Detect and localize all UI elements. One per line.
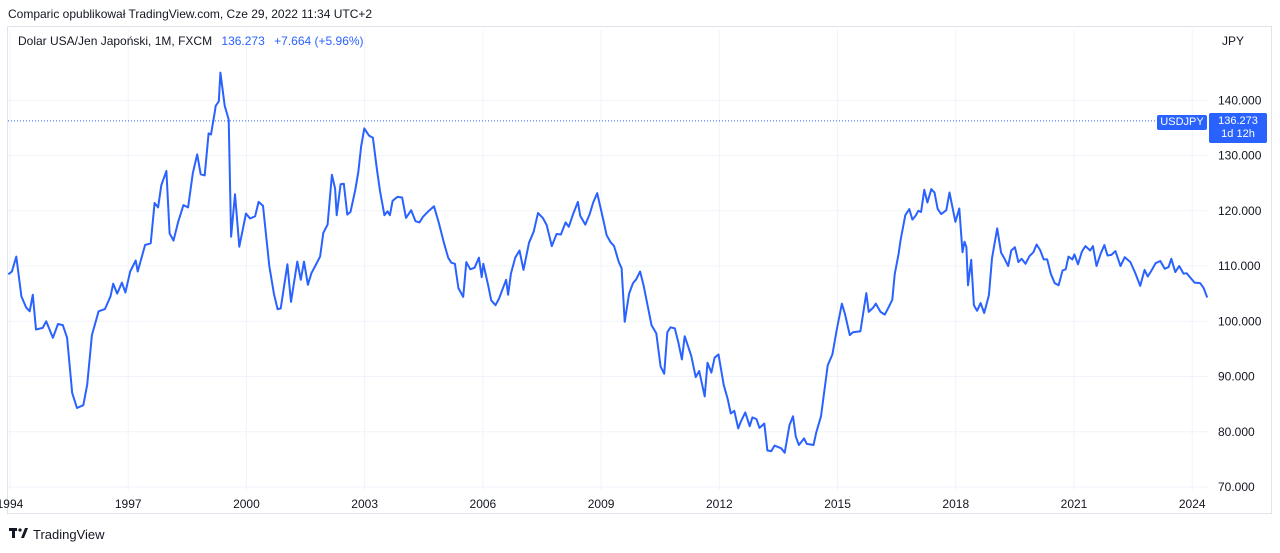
x-tick-label: 2012 (706, 497, 733, 511)
legend: Dolar USA/Jen Japoński, 1M, FXCM 136.273… (18, 34, 364, 48)
x-tick-label: 1997 (115, 497, 142, 511)
y-tick-label: 90.000 (1218, 370, 1255, 384)
x-tick-label: 2018 (942, 497, 969, 511)
x-tick-label: 2006 (470, 497, 497, 511)
x-tick-label: 2000 (233, 497, 260, 511)
legend-symbol: Dolar USA/Jen Japoński, 1M, FXCM (18, 34, 213, 48)
x-tick-label: 2021 (1061, 497, 1088, 511)
x-tick-label: 2009 (588, 497, 615, 511)
y-tick-label: 70.000 (1218, 480, 1255, 494)
currency-label: JPY (1222, 34, 1245, 48)
x-tick-label: 2024 (1179, 497, 1206, 511)
tradingview-logo-icon (9, 527, 29, 542)
y-tick-label: 80.000 (1218, 425, 1255, 439)
price-tag: 136.273 1d 12h (1209, 113, 1267, 143)
legend-change: +7.664 (+5.96%) (274, 34, 364, 48)
y-tick-label: 140.000 (1218, 93, 1262, 107)
x-tick-label: 2015 (824, 497, 851, 511)
footer-brand-label: TradingView (33, 527, 105, 542)
publisher-header: Comparic opublikował TradingView.com, Cz… (8, 7, 373, 21)
series-line-usdjpy (7, 71, 1209, 454)
y-tick-label: 110.000 (1218, 259, 1261, 273)
legend-price: 136.273 (221, 34, 265, 48)
y-tick-label: 120.000 (1218, 204, 1262, 218)
chart-panel[interactable] (7, 26, 1272, 514)
x-axis: 1994 1997 2000 2003 2006 2009 2012 2015 2018 2021… (0, 497, 1206, 511)
footer-brand[interactable]: TradingView (9, 527, 105, 542)
y-tick-label: 100.000 (1218, 314, 1262, 328)
y-tick-label: 130.000 (1218, 149, 1262, 163)
y-axis: 140.000 130.000 120.000 110.000 100.000 90.00… (1218, 93, 1262, 494)
x-tick-label: 1994 (0, 497, 24, 511)
price-tag-value: 136.273 (1218, 115, 1258, 127)
price-tag-countdown: 1d 12h (1221, 128, 1255, 140)
chart-grid (8, 30, 1208, 490)
price-tag-symbol: USDJPY (1157, 115, 1207, 130)
x-tick-label: 2003 (351, 497, 378, 511)
